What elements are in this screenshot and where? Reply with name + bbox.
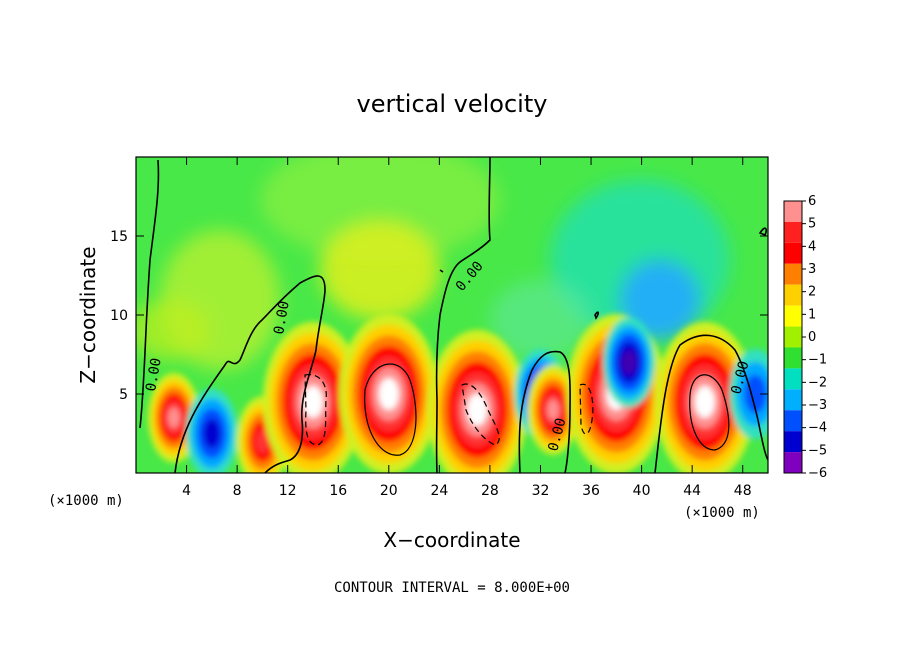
colorbar: 6 5 4 3 2 1 0 −1 −2 −3 −4 −5 −6 (783, 194, 827, 481)
colorbar-segment (784, 242, 802, 264)
colorbar-tick-label: 1 (808, 307, 816, 322)
y-tick-label: 5 (119, 387, 128, 403)
colorbar-segment (784, 431, 802, 453)
colorbar-tick-label: 3 (808, 262, 816, 277)
colorbar-segment (784, 284, 802, 306)
heatmap-feature-updraft (527, 364, 580, 455)
colorbar-segment (784, 221, 802, 243)
colorbar-segment (784, 452, 802, 473)
colorbar-tick-label: −6 (808, 466, 827, 481)
dashed-contours (304, 373, 594, 446)
x-tick-label: 20 (380, 483, 398, 499)
x-axis: 4 8 12 16 20 24 28 32 36 40 44 48 (182, 157, 752, 499)
heatmap-feature-updraft_core (338, 314, 439, 473)
heatmap-feature-updraft_core (654, 321, 755, 473)
contour-interval-footer: CONTOUR INTERVAL = 8.000E+00 (334, 580, 570, 596)
heatmap-feature-updraft_core (262, 321, 363, 473)
heatmap-feature-downdraft (729, 349, 768, 439)
x-tick-label: 24 (430, 483, 448, 499)
solid-core-contours (364, 363, 730, 456)
heatmap-feature-downdraft (602, 317, 655, 408)
heatmap-feature-downdraft (185, 388, 238, 473)
x-axis-label: X−coordinate (383, 528, 520, 552)
y-axis: 5 10 15 (110, 229, 768, 403)
contour-label: 0.00 (143, 357, 165, 393)
colorbar-tick-label: −2 (808, 375, 827, 390)
colorbar-segment (784, 389, 802, 411)
colorbar-tick-label: 4 (808, 239, 816, 254)
y-tick-label: 15 (110, 229, 128, 245)
colorbar-segment (784, 201, 802, 222)
colorbar-segment (784, 263, 802, 285)
x-unit-label-right: (×1000 m) (684, 505, 760, 521)
chart-title: vertical velocity (357, 90, 548, 118)
colorbar-tick-label: 0 (808, 330, 816, 345)
y-tick-label: 10 (110, 308, 128, 324)
x-unit-label-left: (×1000 m) (48, 493, 124, 509)
x-tick-label: 16 (329, 483, 347, 499)
x-tick-label: 8 (233, 483, 242, 499)
x-tick-label: 36 (582, 483, 600, 499)
y-axis-label: Z−coordinate (76, 246, 100, 383)
zero-contours (139, 157, 768, 473)
colorbar-tick-label: −3 (808, 398, 827, 413)
x-tick-label: 12 (279, 483, 297, 499)
x-tick-label: 28 (481, 483, 499, 499)
heatmap-feature-updraft_core (427, 329, 528, 473)
colorbar-tick-label: 5 (808, 217, 816, 232)
colorbar-tick-label: 2 (808, 285, 816, 300)
colorbar-segment (784, 368, 802, 390)
colorbar-tick-label: −5 (808, 443, 827, 458)
colorbar-tick-label: −4 (808, 421, 827, 436)
x-tick-label: 44 (683, 483, 701, 499)
colorbar-tick-label: 6 (808, 194, 816, 209)
colorbar-tick-label: −1 (808, 353, 827, 368)
x-tick-label: 4 (182, 483, 191, 499)
colorbar-segment (784, 305, 802, 327)
heatmap-field (136, 157, 768, 473)
contour-labels: 0.00 0.00 0.00 0.00 0.00 (143, 258, 752, 453)
x-tick-label: 32 (532, 483, 550, 499)
colorbar-segment (784, 347, 802, 369)
x-tick-label: 40 (633, 483, 651, 499)
colorbar-segment (784, 326, 802, 348)
colorbar-segment (784, 410, 802, 432)
x-tick-label: 48 (734, 483, 752, 499)
contour-label: 0.00 (271, 300, 293, 336)
